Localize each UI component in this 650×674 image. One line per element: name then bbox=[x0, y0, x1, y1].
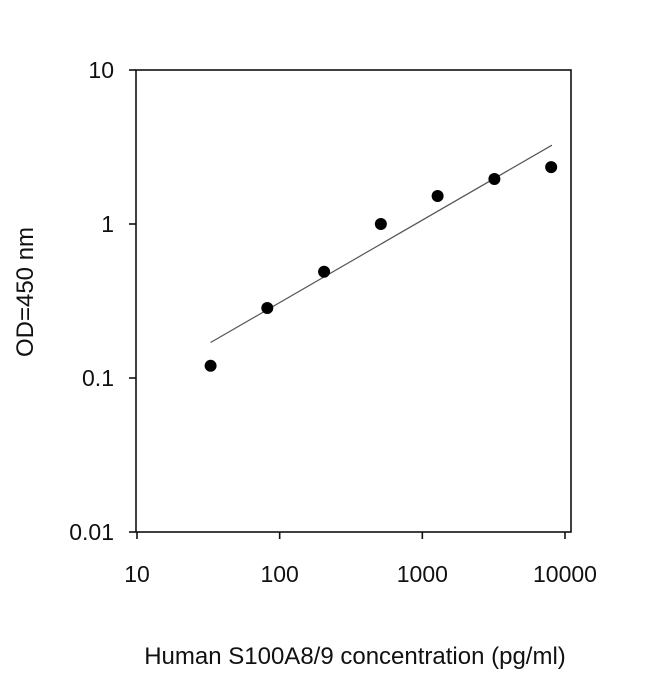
y-axis-ticks: 0.01 0.1 1 10 bbox=[69, 57, 136, 545]
x-axis-ticks: 10 100 1000 10000 bbox=[124, 532, 597, 587]
data-point bbox=[318, 265, 331, 278]
x-tick-label: 10 bbox=[124, 561, 150, 587]
data-point bbox=[431, 189, 444, 202]
regression-line bbox=[210, 144, 553, 344]
x-tick-label: 10000 bbox=[533, 561, 597, 587]
data-point bbox=[204, 359, 217, 372]
fit-line bbox=[210, 144, 553, 344]
x-tick-label: 1000 bbox=[397, 561, 448, 587]
data-point bbox=[545, 161, 558, 174]
data-point bbox=[374, 218, 387, 230]
data-points bbox=[204, 161, 558, 372]
x-tick-label: 100 bbox=[260, 561, 298, 587]
y-tick-label: 10 bbox=[88, 57, 114, 83]
y-tick-label: 1 bbox=[101, 211, 114, 237]
plot-border bbox=[135, 69, 572, 533]
data-point bbox=[488, 172, 501, 185]
x-axis-title: Human S100A8/9 concentration (pg/ml) bbox=[144, 643, 566, 670]
y-tick-label: 0.1 bbox=[82, 365, 114, 391]
y-tick-label: 0.01 bbox=[69, 519, 114, 545]
y-axis-title: OD=450 nm bbox=[12, 227, 39, 357]
plot-frame bbox=[135, 69, 572, 533]
data-point bbox=[261, 301, 274, 314]
